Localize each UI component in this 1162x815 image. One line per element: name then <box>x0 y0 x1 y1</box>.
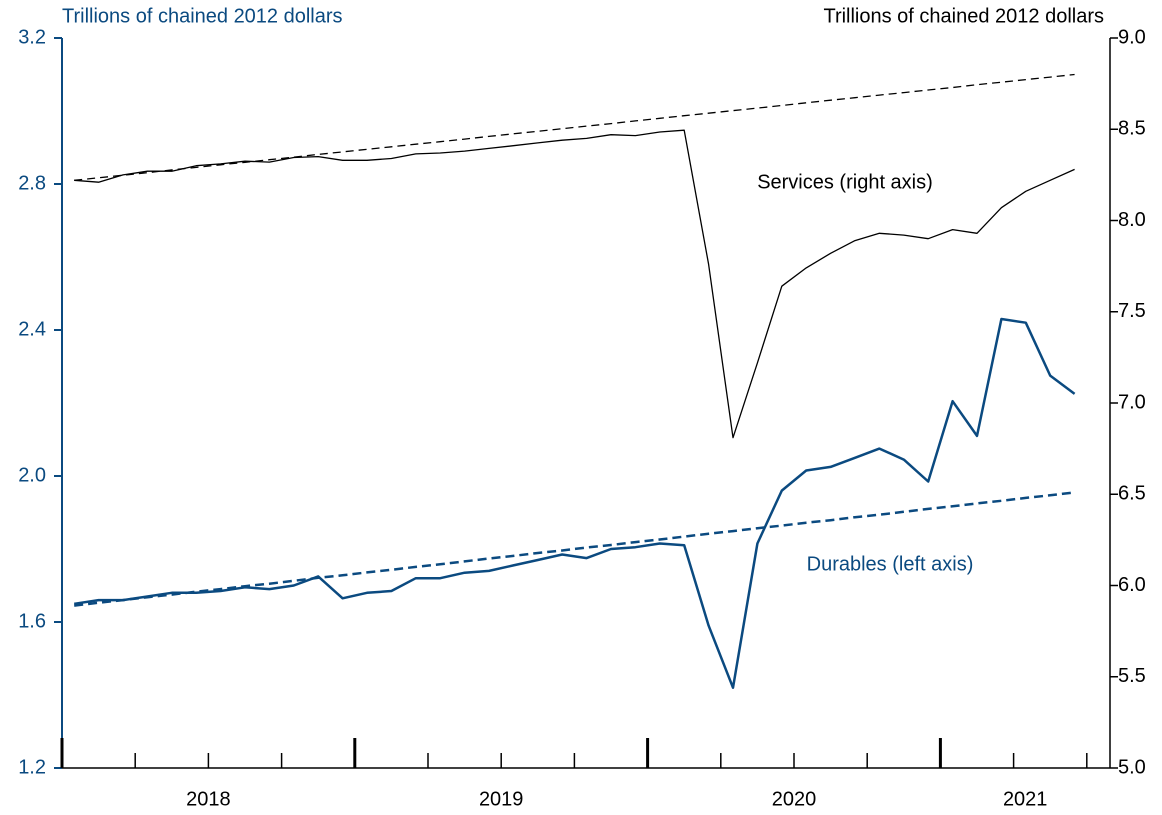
y-axis-label: Trillions of chained 2012 dollars <box>62 5 343 27</box>
y-tick-label: 1.6 <box>18 610 46 632</box>
y2-tick-label: 7.5 <box>1118 300 1146 322</box>
series-line <box>74 129 1075 439</box>
y2-tick-label: 7.0 <box>1118 391 1146 413</box>
y-tick-label: 1.2 <box>18 756 46 778</box>
y2-tick-label: 5.5 <box>1118 665 1146 687</box>
y-tick-label: 2.4 <box>18 318 46 340</box>
y2-tick-label: 6.5 <box>1118 483 1146 505</box>
trend-line <box>74 73 1075 181</box>
y-tick-label: 2.8 <box>18 172 46 194</box>
x-tick-label: 2019 <box>479 788 524 810</box>
y-tick-label: 2.0 <box>18 464 46 486</box>
y2-tick-label: 9.0 <box>1118 26 1146 48</box>
y2-tick-label: 8.5 <box>1118 118 1146 140</box>
y2-tick-label: 8.0 <box>1118 209 1146 231</box>
series-line <box>74 317 1076 689</box>
x-tick-label: 2018 <box>186 788 231 810</box>
y2-tick-label: 5.0 <box>1118 756 1146 778</box>
services-annotation: Services (right axis) <box>757 171 933 193</box>
y2-tick-label: 6.0 <box>1118 574 1146 596</box>
y-tick-label: 3.2 <box>18 26 46 48</box>
x-tick-label: 2021 <box>1003 788 1048 810</box>
durables-annotation: Durables (left axis) <box>807 553 974 575</box>
y2-axis-label: Trillions of chained 2012 dollars <box>823 5 1104 27</box>
trend-line <box>74 491 1075 607</box>
x-tick-label: 2020 <box>772 788 817 810</box>
